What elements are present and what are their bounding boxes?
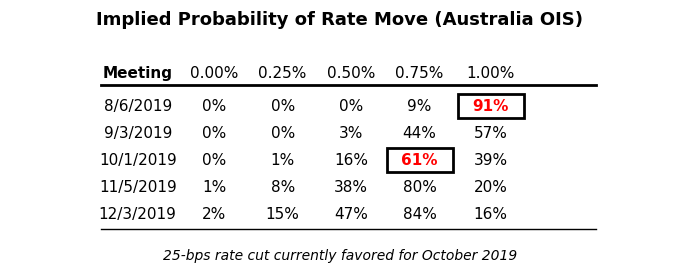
Text: 0.75%: 0.75%	[396, 66, 444, 82]
Text: 0%: 0%	[202, 99, 226, 114]
Text: 0.25%: 0.25%	[258, 66, 307, 82]
Text: 0%: 0%	[271, 126, 294, 141]
Text: 0.00%: 0.00%	[190, 66, 238, 82]
Text: 44%: 44%	[403, 126, 437, 141]
Text: 80%: 80%	[403, 180, 437, 195]
Text: 39%: 39%	[474, 153, 508, 168]
Text: 2%: 2%	[202, 207, 226, 222]
Text: 11/5/2019: 11/5/2019	[99, 180, 177, 195]
Text: 1%: 1%	[271, 153, 294, 168]
Text: Implied Probability of Rate Move (Australia OIS): Implied Probability of Rate Move (Austra…	[97, 11, 583, 29]
Text: 1%: 1%	[202, 180, 226, 195]
Text: 0%: 0%	[202, 126, 226, 141]
Text: 10/1/2019: 10/1/2019	[99, 153, 177, 168]
Text: 47%: 47%	[334, 207, 368, 222]
Text: 3%: 3%	[339, 126, 363, 141]
Text: 0%: 0%	[339, 99, 363, 114]
Text: 9%: 9%	[407, 99, 432, 114]
Text: 25-bps rate cut currently favored for October 2019: 25-bps rate cut currently favored for Oc…	[163, 249, 517, 263]
Text: 38%: 38%	[334, 180, 368, 195]
Text: 0%: 0%	[202, 153, 226, 168]
Text: 0%: 0%	[271, 99, 294, 114]
Text: 1.00%: 1.00%	[466, 66, 515, 82]
Text: Meeting: Meeting	[103, 66, 173, 82]
Text: 20%: 20%	[474, 180, 508, 195]
Text: 8/6/2019: 8/6/2019	[103, 99, 172, 114]
Text: 91%: 91%	[473, 99, 509, 114]
Text: 57%: 57%	[474, 126, 508, 141]
Text: 8%: 8%	[271, 180, 294, 195]
Text: 0.50%: 0.50%	[327, 66, 375, 82]
Text: 9/3/2019: 9/3/2019	[103, 126, 172, 141]
Text: 84%: 84%	[403, 207, 437, 222]
Text: 15%: 15%	[266, 207, 300, 222]
Text: 12/3/2019: 12/3/2019	[99, 207, 177, 222]
Text: 16%: 16%	[474, 207, 508, 222]
Text: 16%: 16%	[334, 153, 368, 168]
Text: 61%: 61%	[401, 153, 438, 168]
